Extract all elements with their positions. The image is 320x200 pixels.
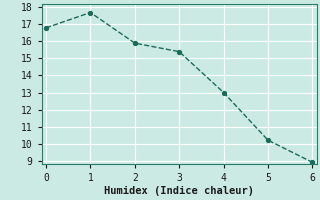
X-axis label: Humidex (Indice chaleur): Humidex (Indice chaleur) bbox=[104, 186, 254, 196]
